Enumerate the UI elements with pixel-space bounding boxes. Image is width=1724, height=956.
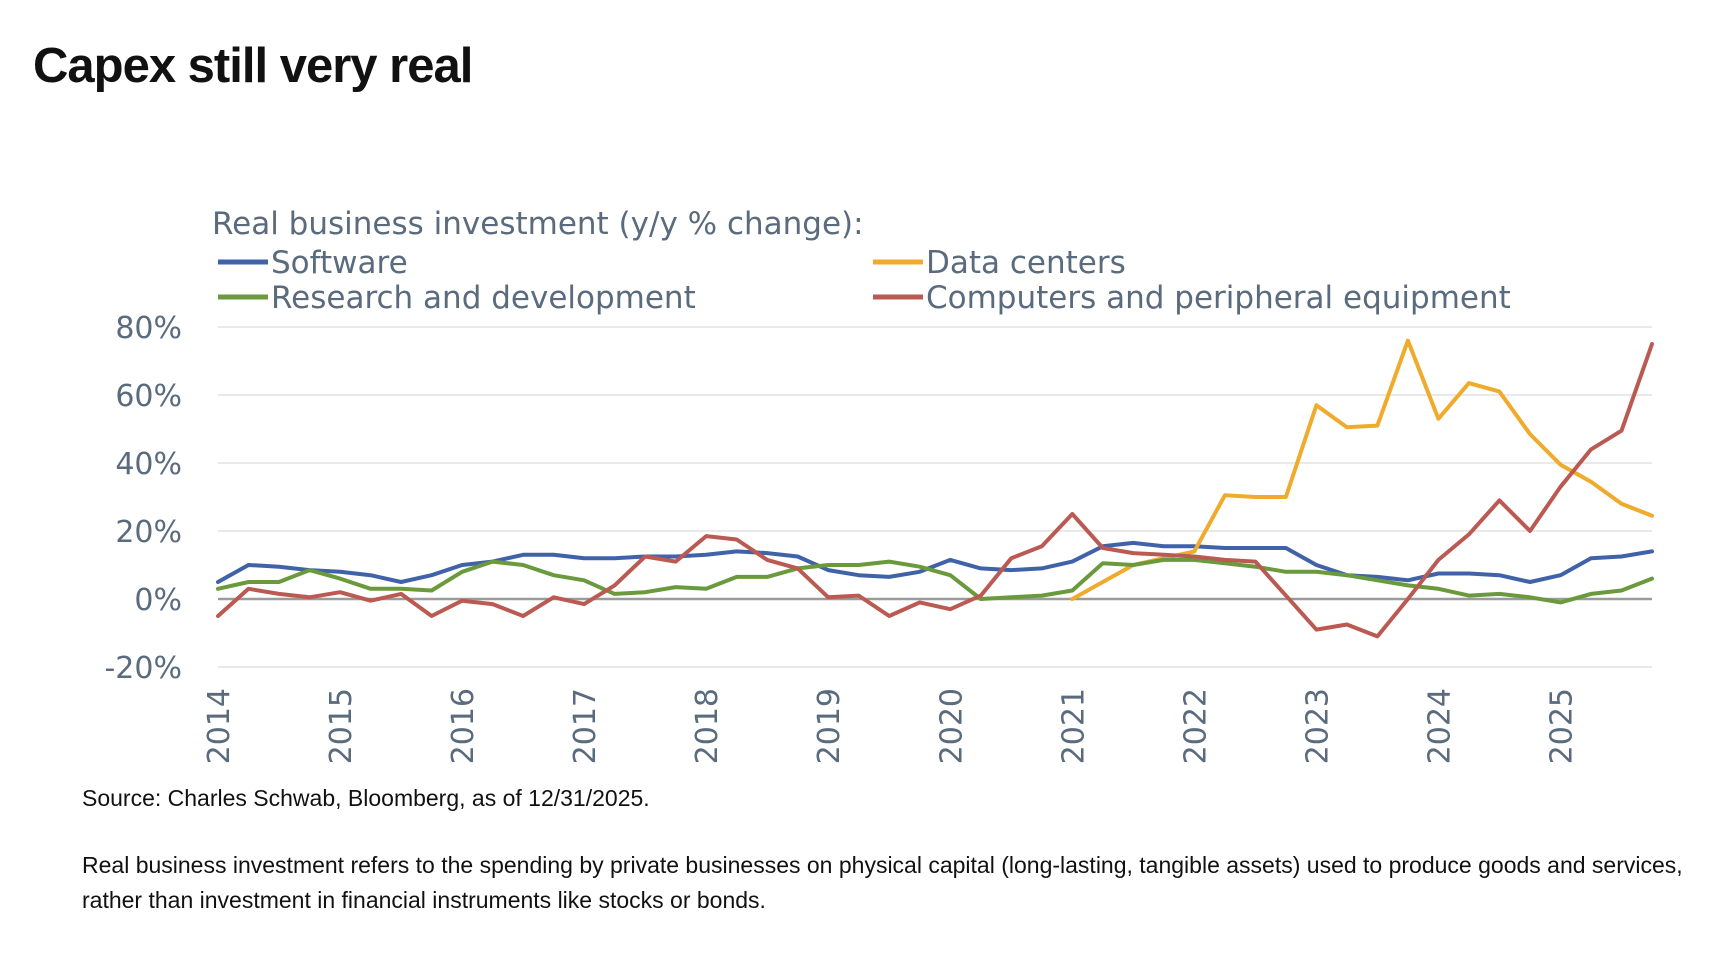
chart-legend: Software Data centers Research and develop… (218, 245, 1511, 316)
x-tick-label: 2015 (324, 688, 359, 764)
source-note: Source: Charles Schwab, Bloomberg, as of… (82, 785, 650, 811)
x-tick-label: 2022 (1178, 688, 1213, 764)
definition-note: Real business investment refers to the s… (82, 852, 1683, 913)
x-tick-label: 2014 (202, 688, 237, 764)
legend-label-computers-and-peripheral-equipment: Computers and peripheral equipment (926, 280, 1511, 316)
x-tick-label: 2016 (446, 688, 481, 764)
x-tick-label: 2025 (1544, 688, 1579, 764)
chart-subtitle: Real business investment (y/y % change): (212, 206, 864, 242)
page-title: Capex still very real (33, 39, 473, 93)
legend-label-research-and-development: Research and development (271, 280, 696, 316)
y-tick-label: 80% (115, 311, 182, 346)
x-tick-label: 2021 (1056, 688, 1091, 764)
x-tick-label: 2019 (812, 688, 847, 764)
x-tick-label: 2020 (934, 688, 969, 764)
series-line-research-and-development (216, 557, 1654, 605)
series-line-computers-and-peripheral-equipment (216, 342, 1654, 639)
x-tick-label: 2017 (568, 688, 603, 764)
legend-label-software: Software (271, 245, 408, 281)
y-tick-label: 40% (115, 447, 182, 482)
chart-series (216, 338, 1654, 639)
x-tick-label: 2023 (1300, 688, 1335, 764)
chart-grid (218, 326, 1652, 668)
series-line-software (216, 540, 1654, 584)
x-tick-label: 2024 (1422, 688, 1457, 764)
y-tick-label: 20% (115, 515, 182, 550)
y-tick-label: -20% (104, 651, 182, 686)
x-tick-label: 2018 (690, 688, 725, 764)
y-tick-label: 0% (134, 583, 182, 618)
y-axis-ticks: -20% 0% 20% 40% 60% 80% (104, 311, 182, 686)
x-axis-ticks: 2014 2015 2016 2017 2018 2019 2020 2021 2022 2023… (202, 688, 1579, 764)
y-tick-label: 60% (115, 379, 182, 414)
legend-label-data-centers: Data centers (926, 245, 1126, 281)
